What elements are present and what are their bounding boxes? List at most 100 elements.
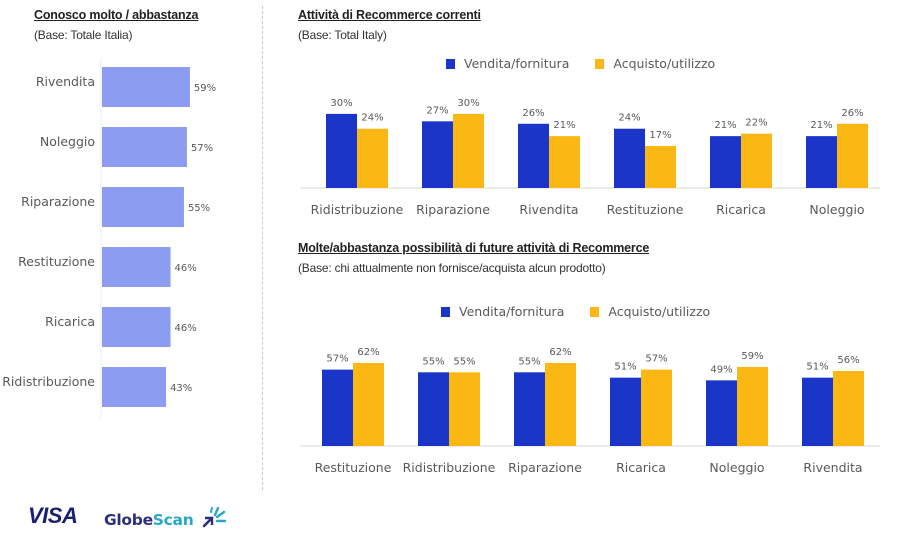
current-bar-buy [645,146,676,188]
future-value-label-sell: 55% [518,356,540,367]
awareness-bar [102,127,187,167]
awareness-value-label: 46% [175,323,197,334]
future-value-label-buy: 59% [741,351,763,362]
awareness-value-label: 46% [175,263,197,274]
current-bar-buy [549,136,580,188]
current-bar-sell [614,128,645,188]
visa-logo: VISA [28,503,78,528]
legend-item-sell: Vendita/fornitura [446,56,569,71]
future-category-label: Restituzione [315,460,392,475]
awareness-bar [102,367,167,407]
future-category-label: Ricarica [616,460,666,475]
future-bar-buy [641,369,672,446]
future-value-label-buy: 62% [549,347,571,358]
future-category-label: Rivendita [803,460,862,475]
legend-swatch-buy [595,58,605,69]
future-chart-legend: Vendita/fornitura Acquisto/utilizzo [441,304,736,319]
future-value-label-buy: 55% [453,356,475,367]
legend-label-buy: Acquisto/utilizzo [608,304,711,319]
future-bar-buy [353,362,384,446]
current-chart-title: Attività di Recommerce correnti [298,8,481,22]
current-category-label: Ricarica [716,202,766,217]
awareness-category-label: Rivendita [36,74,95,89]
current-value-label-buy: 26% [841,108,863,119]
future-value-label-buy: 57% [645,354,667,365]
current-bar-sell [326,113,357,188]
legend-swatch-sell [446,58,455,69]
awareness-category-label: Noleggio [40,134,95,149]
awareness-category-label: Ricarica [45,314,95,329]
current-value-label-sell: 21% [810,120,832,131]
current-category-label: Rivendita [519,202,578,217]
legend-item-buy: Acquisto/utilizzo [590,304,710,319]
future-bar-buy [545,362,576,446]
globescan-logo-part2: Scan [152,511,194,529]
current-bar-buy [357,128,388,188]
future-bar-sell [418,372,449,446]
current-value-label-sell: 21% [714,120,736,131]
current-value-label-sell: 24% [618,113,640,124]
awareness-category-label: Ridistribuzione [2,374,95,389]
legend-swatch-buy [590,306,600,317]
awareness-chart-title: Conosco molto / abbastanza [34,8,199,22]
current-category-label: Riparazione [416,202,490,217]
awareness-category-label: Riparazione [21,194,95,209]
future-bar-buy [833,370,864,446]
current-category-label: Noleggio [809,202,864,217]
future-bar-buy [449,372,480,446]
awareness-bar [102,67,190,107]
globescan-burst-icon [202,506,226,528]
globescan-logo-part1: Globe [104,511,153,529]
awareness-category-label: Restituzione [18,254,95,269]
current-bar-sell [518,123,549,188]
future-value-label-sell: 49% [710,364,732,375]
legend-item-sell: Vendita/fornitura [441,304,564,319]
current-chart-legend: Vendita/fornitura Acquisto/utilizzo [446,56,741,71]
awareness-value-label: 57% [191,143,213,154]
future-bar-sell [322,369,353,446]
legend-label-buy: Acquisto/utilizzo [613,56,716,71]
future-value-label-sell: 51% [614,362,636,373]
future-chart-subtitle: (Base: chi attualmente non fornisce/acqu… [298,261,606,275]
current-bar-sell [422,121,453,188]
future-bar-sell [706,380,737,446]
current-bar-sell [710,136,741,188]
awareness-bar [102,247,171,287]
current-value-label-sell: 27% [426,105,448,116]
legend-label-sell: Vendita/fornitura [459,304,565,319]
legend-label-sell: Vendita/fornitura [464,56,570,71]
awareness-value-label: 59% [194,83,216,94]
awareness-value-label: 43% [170,383,192,394]
future-value-label-sell: 57% [326,354,348,365]
current-bar-buy [453,113,484,188]
future-bar-sell [802,377,833,446]
current-bar-sell [806,136,837,188]
panel-divider [262,6,263,490]
future-bar-sell [514,372,545,446]
current-bar-buy [837,123,868,188]
future-category-label: Riparazione [508,460,582,475]
current-value-label-sell: 26% [522,108,544,119]
future-category-label: Ridistribuzione [403,460,496,475]
future-bar-buy [737,366,768,446]
current-category-label: Ridistribuzione [311,202,404,217]
globescan-logo: GlobeScan [104,506,226,529]
current-value-label-buy: 24% [361,113,383,124]
future-category-label: Noleggio [709,460,764,475]
future-value-label-buy: 62% [357,347,379,358]
current-chart-subtitle: (Base: Total Italy) [298,28,387,42]
awareness-bar [102,187,184,227]
current-value-label-buy: 22% [745,118,767,129]
current-bar-buy [741,133,772,188]
future-value-label-buy: 56% [837,355,859,366]
awareness-value-label: 55% [188,203,210,214]
future-value-label-sell: 51% [806,362,828,373]
future-value-label-sell: 55% [422,356,444,367]
current-value-label-buy: 30% [457,98,479,109]
legend-item-buy: Acquisto/utilizzo [595,56,715,71]
current-value-label-buy: 21% [553,120,575,131]
future-chart-title: Molte/abbastanza possibilità di future a… [298,241,650,255]
awareness-bar [102,307,171,347]
current-value-label-sell: 30% [330,98,352,109]
